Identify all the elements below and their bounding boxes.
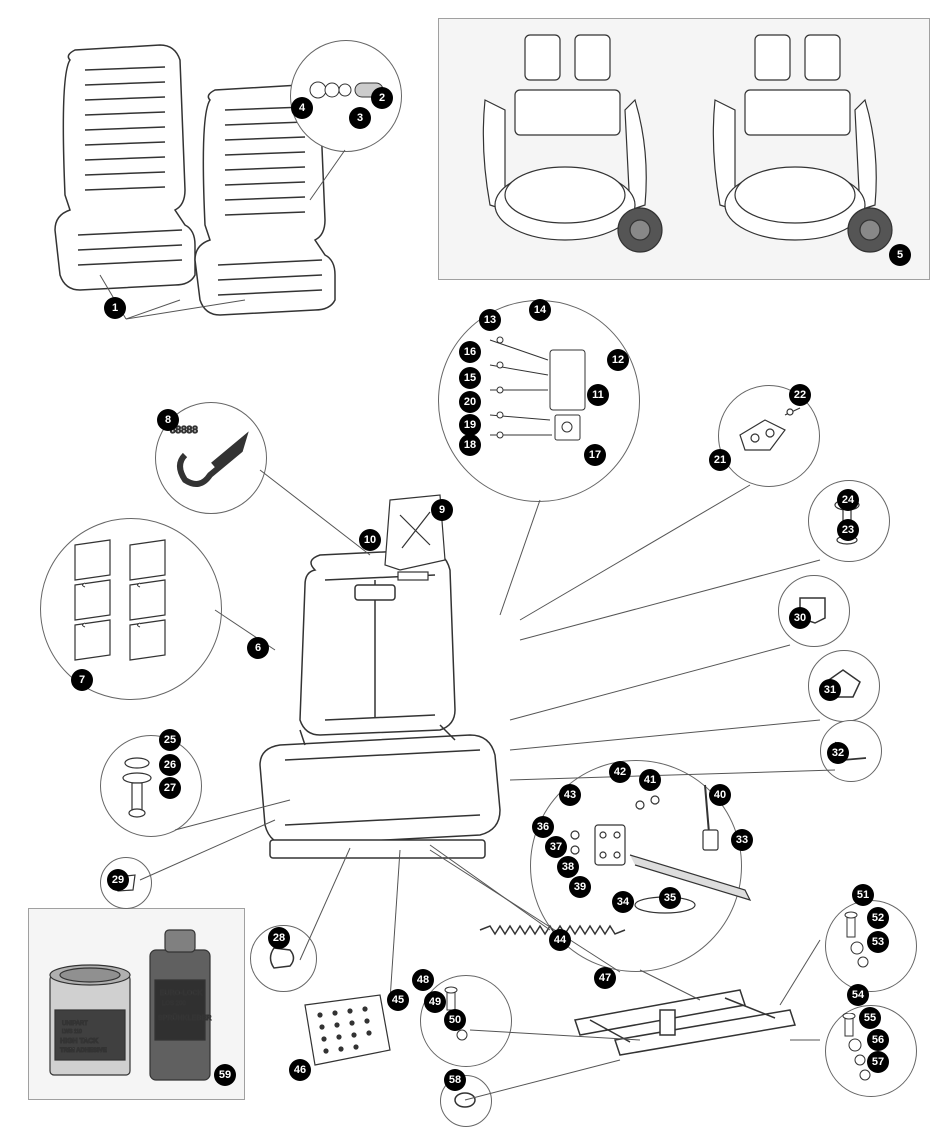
callout-40: 40	[709, 784, 731, 806]
callout-56: 56	[867, 1029, 889, 1051]
callout-9: 9	[431, 499, 453, 521]
spray-brand-label: EURO-LOCK	[160, 990, 202, 997]
callout-3: 3	[349, 107, 371, 129]
callout-30: 30	[789, 607, 811, 629]
callout-59: 59	[214, 1064, 236, 1086]
callout-6: 6	[247, 637, 269, 659]
callout-32: 32	[827, 742, 849, 764]
callout-49: 49	[424, 991, 446, 1013]
callout-58: 58	[444, 1069, 466, 1091]
callout-20: 20	[459, 391, 481, 413]
callout-5: 5	[889, 244, 911, 266]
callout-43: 43	[559, 784, 581, 806]
adhesive-code-label: LWS 110	[62, 1029, 82, 1035]
callout-45: 45	[387, 989, 409, 1011]
callout-12: 12	[607, 349, 629, 371]
callout-51: 51	[852, 884, 874, 906]
callout-36: 36	[532, 816, 554, 838]
spray-code-label: LOS 200	[162, 1001, 186, 1007]
callout-19: 19	[459, 414, 481, 436]
callout-53: 53	[867, 931, 889, 953]
callout-25: 25	[159, 729, 181, 751]
callout-7: 7	[71, 669, 93, 691]
callout-21: 21	[709, 449, 731, 471]
callout-33: 33	[731, 829, 753, 851]
spray-label: SPRÜHKLEBER	[158, 1013, 211, 1022]
bracket-drawing	[730, 400, 805, 470]
callout-50: 50	[444, 1009, 466, 1031]
callout-28: 28	[268, 927, 290, 949]
callout-54: 54	[847, 984, 869, 1006]
callout-23: 23	[837, 519, 859, 541]
callout-11: 11	[587, 384, 609, 406]
callout-35: 35	[659, 887, 681, 909]
callout-41: 41	[639, 769, 661, 791]
parts-diagram: 88888	[0, 0, 950, 1125]
callout-15: 15	[459, 367, 481, 389]
callout-27: 27	[159, 777, 181, 799]
callout-57: 57	[867, 1051, 889, 1073]
callout-2: 2	[371, 87, 393, 109]
callout-1: 1	[104, 297, 126, 319]
callout-47: 47	[594, 967, 616, 989]
callout-16: 16	[459, 341, 481, 363]
callout-34: 34	[612, 891, 634, 913]
callout-38: 38	[557, 856, 579, 878]
callout-29: 29	[107, 869, 129, 891]
callout-18: 18	[459, 434, 481, 456]
callout-46: 46	[289, 1059, 311, 1081]
callout-42: 42	[609, 761, 631, 783]
seat-cover-kit-drawing	[450, 30, 915, 265]
strap-drawing: 88888	[165, 415, 255, 500]
callout-26: 26	[159, 754, 181, 776]
adhesive-products: UNIPART LWS 110 HIGH TACK TRIM ADHESIVE …	[40, 920, 235, 1092]
callout-4: 4	[291, 97, 313, 119]
callout-8: 8	[157, 409, 179, 431]
adhesive-label-2: TRIM ADHESIVE	[60, 1048, 107, 1054]
adhesive-brand-label: UNIPART	[62, 1021, 88, 1027]
adhesive-label-1: HIGH TACK	[60, 1038, 98, 1045]
callout-48: 48	[412, 969, 434, 991]
callout-44: 44	[549, 929, 571, 951]
callout-55: 55	[859, 1007, 881, 1029]
callout-31: 31	[819, 679, 841, 701]
callout-39: 39	[569, 876, 591, 898]
callout-22: 22	[789, 384, 811, 406]
callout-17: 17	[584, 444, 606, 466]
callout-52: 52	[867, 907, 889, 929]
callout-10: 10	[359, 529, 381, 551]
callout-24: 24	[837, 489, 859, 511]
callout-37: 37	[545, 836, 567, 858]
callout-14: 14	[529, 299, 551, 321]
callout-13: 13	[479, 309, 501, 331]
hinge-panels-drawing	[55, 535, 205, 680]
